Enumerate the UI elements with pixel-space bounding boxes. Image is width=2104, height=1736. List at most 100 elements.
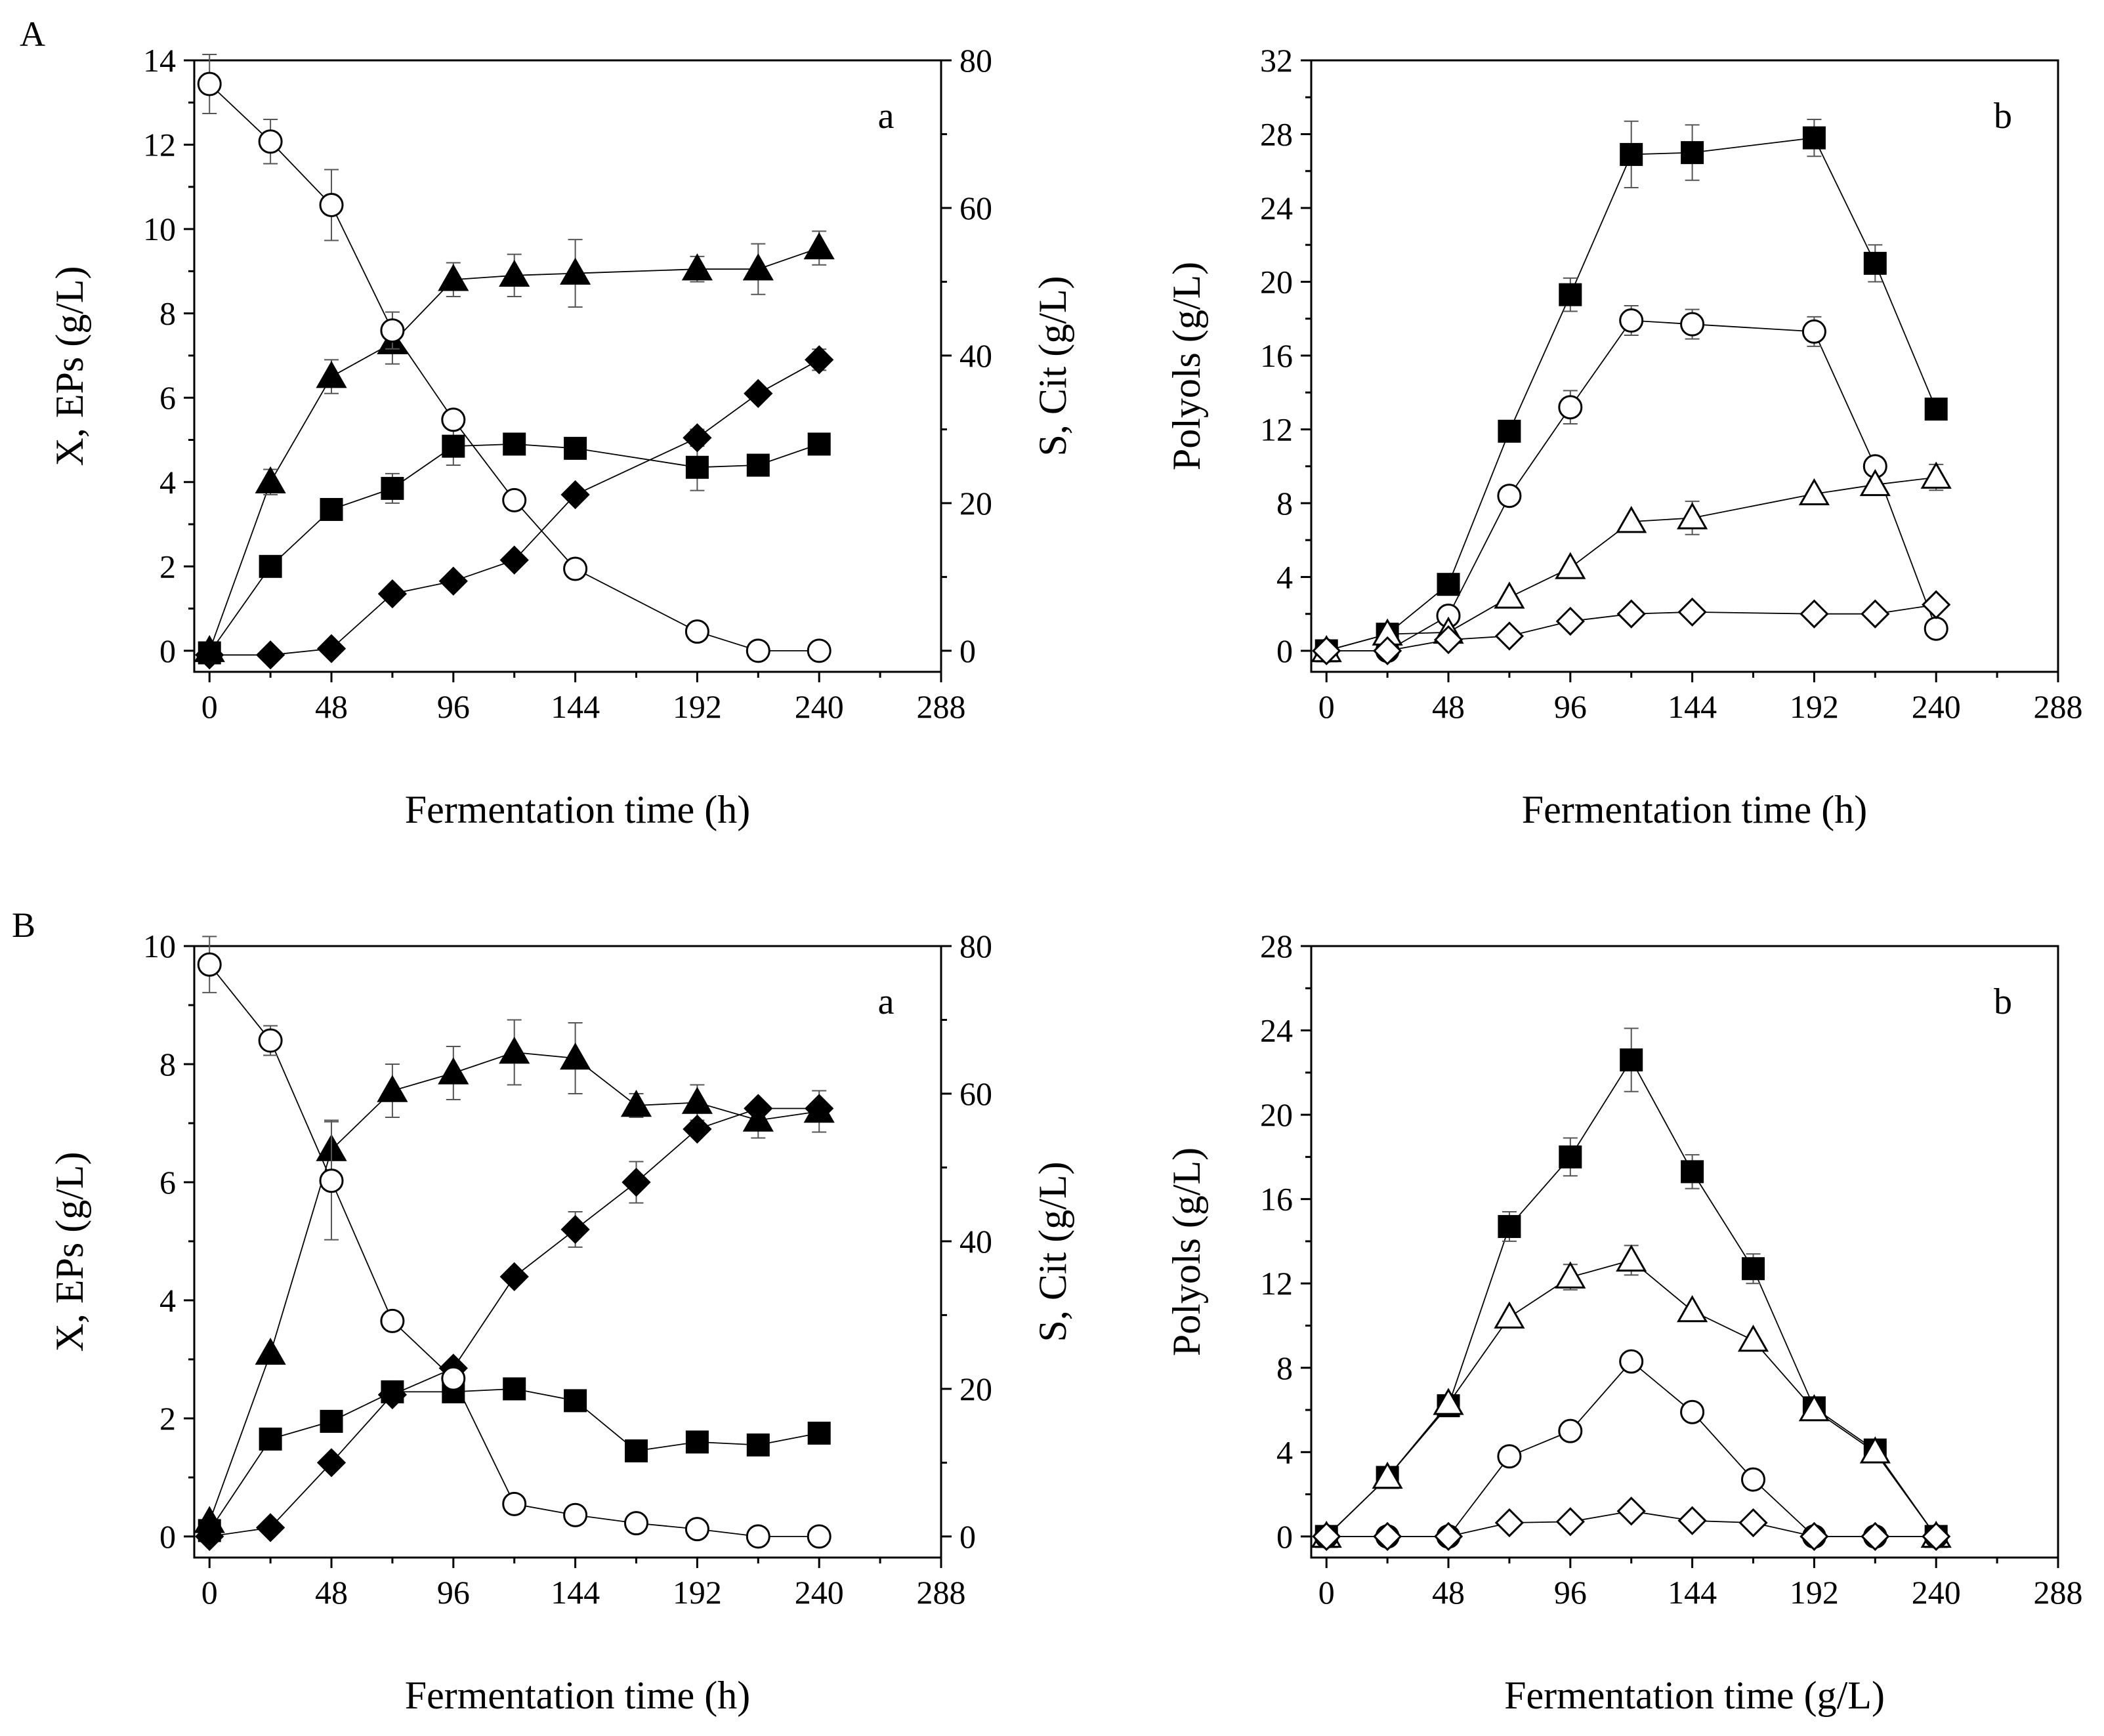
y-tick-label: 16	[1260, 337, 1293, 374]
series-line	[1326, 137, 1937, 651]
data-point	[256, 1513, 285, 1542]
y-tick-label: 4	[159, 1282, 176, 1319]
data-point	[1863, 251, 1887, 275]
series-diamond-filled	[195, 1094, 834, 1551]
data-point	[1312, 1521, 1341, 1551]
data-point	[1737, 1324, 1769, 1352]
data-point	[1680, 1399, 1705, 1424]
data-point	[502, 487, 527, 512]
series-line	[1326, 1058, 1937, 1537]
data-point	[1619, 1349, 1644, 1374]
x-tick-label: 192	[673, 1574, 722, 1611]
data-point	[1616, 1497, 1646, 1526]
plot-frame	[193, 59, 942, 673]
x-tick-label: 288	[917, 1574, 966, 1611]
series-line	[209, 1107, 820, 1537]
subplot-letter: a	[878, 982, 894, 1022]
x-axis-title: Fermentation time (h)	[1522, 788, 1868, 831]
data-point	[807, 1421, 831, 1445]
data-point	[1616, 506, 1647, 533]
series-diamond-filled	[195, 345, 834, 670]
subplot-letter: b	[1994, 982, 2012, 1022]
data-point	[742, 253, 774, 281]
data-point	[503, 432, 526, 456]
x-tick-label: 240	[795, 688, 844, 725]
y-tick-label: 6	[159, 379, 176, 416]
data-point	[197, 72, 222, 96]
y-tick-label: 8	[159, 295, 176, 332]
x-axis-title: Fermentation time (h)	[405, 788, 751, 831]
data-point	[380, 1308, 405, 1333]
chart-panel-B-a: 0 48 96 144 192 240 288 0 2 4 6 8 10 0 20 40 60 80 S, Cit …	[48, 928, 1074, 1717]
data-point	[1559, 283, 1582, 306]
y-tick-label: 20	[1260, 263, 1293, 300]
y-tick-label: 2	[159, 548, 176, 585]
subplot-letter: a	[878, 96, 894, 136]
data-point	[1558, 395, 1583, 420]
series-line	[1326, 476, 1937, 651]
data-point	[684, 1517, 709, 1542]
x-tick-label: 240	[1912, 688, 1961, 725]
x-tick-label: 288	[2034, 688, 2083, 725]
data-point	[621, 1167, 651, 1197]
data-point	[746, 453, 770, 477]
x-tick-label: 0	[201, 688, 218, 725]
data-point	[438, 566, 468, 596]
data-point	[1619, 308, 1644, 333]
data-point	[1494, 1301, 1525, 1329]
data-point	[259, 1427, 282, 1451]
x-axis-title: Fermentation time (h)	[405, 1674, 751, 1717]
data-point	[1555, 606, 1585, 636]
y-axis-title: Polyols (g/L)	[1165, 1147, 1208, 1356]
data-point	[1372, 1461, 1403, 1489]
data-point	[1922, 590, 1951, 619]
data-point	[624, 1511, 649, 1536]
data-point	[805, 1094, 834, 1123]
data-point	[563, 556, 588, 581]
y2-tick-label: 80	[959, 42, 992, 79]
data-point	[380, 318, 405, 343]
data-point	[256, 640, 285, 670]
data-point	[1677, 502, 1708, 529]
x-tick-label: 288	[917, 688, 966, 725]
x-tick-label: 48	[315, 688, 348, 725]
series-line	[209, 83, 820, 651]
y-tick-label: 8	[1276, 485, 1293, 522]
data-point	[441, 1366, 466, 1391]
data-point	[195, 1521, 224, 1551]
data-point	[1494, 581, 1525, 609]
data-point	[1738, 1508, 1768, 1538]
data-point	[1798, 1394, 1830, 1422]
x-tick-label: 144	[1668, 1574, 1717, 1611]
y-tick-label: 20	[1260, 1096, 1293, 1133]
data-point	[1920, 461, 1952, 489]
y-tick-label: 0	[1276, 1518, 1293, 1555]
x-tick-label: 48	[1432, 688, 1465, 725]
y-tick-label: 4	[1276, 1434, 1293, 1470]
data-point	[803, 232, 835, 260]
data-point	[1555, 1507, 1585, 1537]
data-point	[746, 1524, 770, 1549]
y-tick-label: 24	[1260, 190, 1293, 226]
data-point	[255, 466, 286, 494]
data-point	[805, 345, 834, 375]
series-square-filled	[198, 426, 831, 665]
y-tick-label: 8	[1276, 1350, 1293, 1386]
y-tick-label: 12	[1260, 1265, 1293, 1302]
data-point	[1555, 1261, 1586, 1289]
series-square-filled	[1315, 118, 1948, 663]
data-point	[320, 1409, 343, 1433]
x-tick-label: 96	[1554, 688, 1587, 725]
data-point	[258, 1028, 283, 1053]
y-tick-label: 2	[159, 1400, 176, 1437]
data-point	[1497, 484, 1522, 508]
data-point	[1677, 1294, 1708, 1323]
y-axis-title: X, EPs (g/L)	[48, 266, 91, 466]
data-point	[1498, 419, 1521, 443]
y-tick-label: 16	[1260, 1181, 1293, 1218]
data-point	[1861, 599, 1890, 629]
series-diamond-open	[1312, 1497, 1951, 1551]
data-point	[1555, 552, 1586, 579]
panel-label-A: A	[20, 14, 45, 54]
data-point	[1433, 625, 1463, 655]
